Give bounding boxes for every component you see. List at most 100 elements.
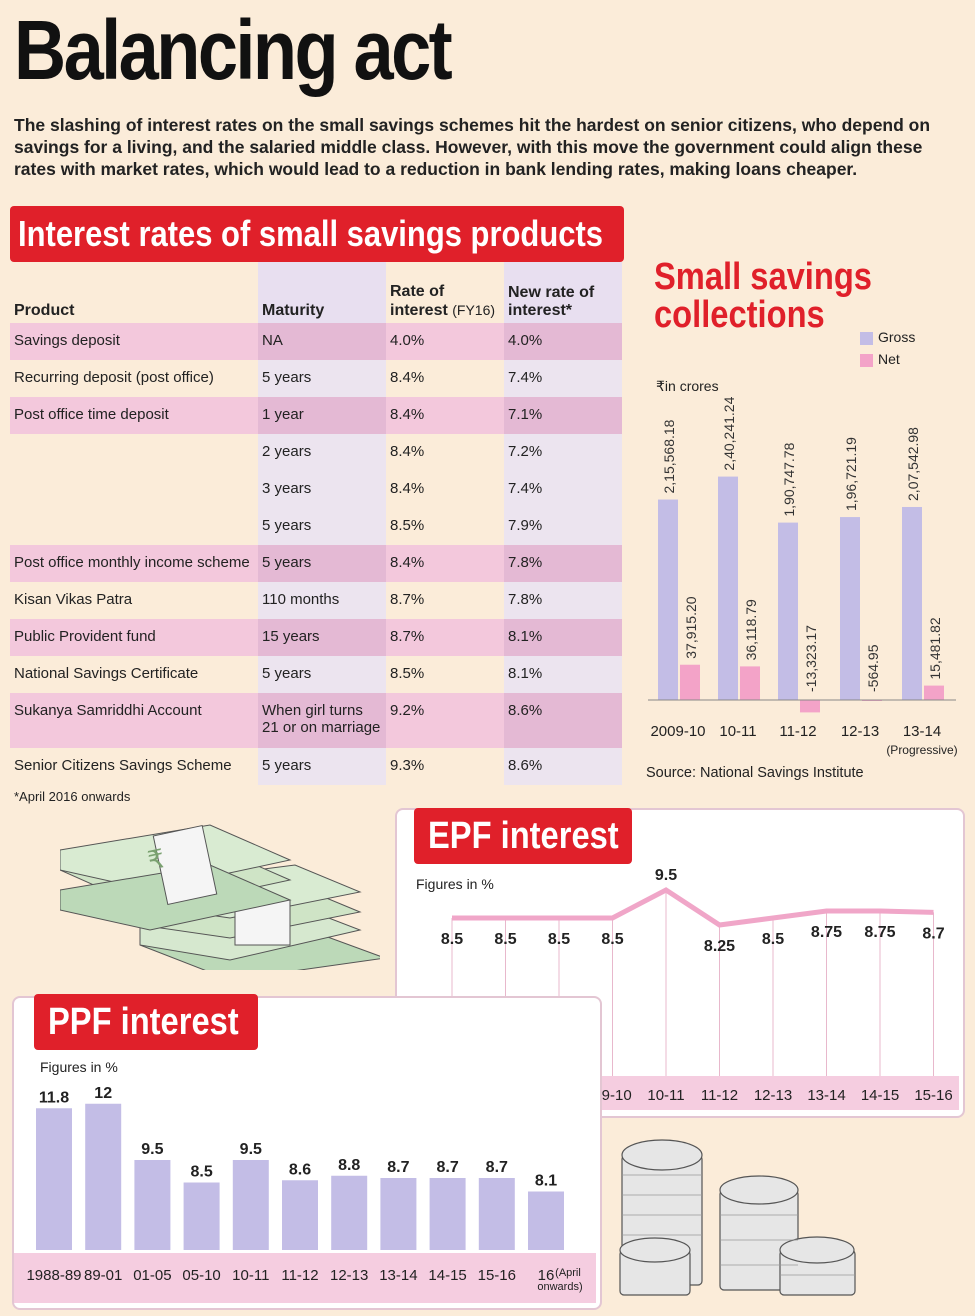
- table-row: Post office monthly income scheme 5 years…: [10, 545, 622, 582]
- net-bar: [800, 700, 820, 713]
- net-value-label: -564.95: [865, 644, 881, 692]
- ppf-value-label: 9.5: [141, 1141, 163, 1158]
- category-label: 2009-10: [650, 723, 705, 740]
- gross-value-label: 2,40,241.24: [721, 396, 737, 470]
- table-row: Public Provident fund 15 years 8.7% 8.1%: [10, 619, 622, 656]
- ppf-bar: [380, 1178, 417, 1250]
- page-title: Balancing act: [14, 3, 453, 97]
- rates-table: Product Maturity Rate of interest (FY16)…: [10, 262, 622, 785]
- table-row: Senior Citizens Savings Scheme 5 years 9.3…: [10, 748, 622, 785]
- ppf-axis-band: [14, 1253, 596, 1303]
- net-value-label: -13,323.17: [803, 625, 819, 692]
- cell-new-rate: 8.6%: [504, 748, 622, 785]
- cell-product: [10, 508, 258, 545]
- gross-bar: [902, 506, 922, 700]
- epf-category-label: 12-13: [754, 1087, 792, 1104]
- cell-maturity: 5 years: [258, 545, 386, 582]
- cell-old-rate: 8.7%: [386, 619, 504, 656]
- gross-bar: [658, 499, 678, 700]
- gross-bar: [840, 517, 860, 700]
- ppf-category-label: 01-05: [133, 1267, 171, 1284]
- ppf-category-note: (April: [555, 1267, 581, 1279]
- gross-value-label: 1,90,747.78: [781, 442, 797, 516]
- ppf-value-label: 8.7: [486, 1159, 508, 1176]
- table-row: Recurring deposit (post office) 5 years 8.…: [10, 360, 622, 397]
- ppf-category-label: 89-01: [84, 1267, 122, 1284]
- cell-new-rate: 7.4%: [504, 471, 622, 508]
- ppf-category-label: 16: [538, 1267, 555, 1284]
- cell-new-rate: 7.4%: [504, 360, 622, 397]
- cell-product: Public Provident fund: [10, 619, 258, 656]
- ppf-bar: [528, 1191, 564, 1250]
- category-note: (Progressive): [886, 743, 957, 757]
- ppf-value-label: 8.6: [289, 1161, 311, 1178]
- epf-title: EPF interest: [414, 808, 632, 864]
- epf-value-label: 8.7: [922, 925, 944, 942]
- net-bar: [924, 685, 944, 700]
- cell-maturity: NA: [258, 323, 386, 360]
- cell-maturity: When girl turns 21 or on marriage: [258, 693, 386, 748]
- cell-old-rate: 4.0%: [386, 323, 504, 360]
- ppf-bar: [478, 1178, 515, 1250]
- table-row: National Savings Certificate 5 years 8.5% 8…: [10, 656, 622, 693]
- ppf-bar: [331, 1175, 368, 1250]
- cell-old-rate: 8.4%: [386, 397, 504, 434]
- category-label: 10-11: [719, 723, 756, 740]
- cell-new-rate: 7.1%: [504, 397, 622, 434]
- cell-new-rate: 4.0%: [504, 323, 622, 360]
- cell-old-rate: 8.4%: [386, 545, 504, 582]
- cell-product: Sukanya Samriddhi Account: [10, 693, 258, 748]
- cell-product: Kisan Vikas Patra: [10, 582, 258, 619]
- table-row: Post office time deposit 1 year 8.4% 7.1%: [10, 397, 622, 434]
- net-bar: [680, 664, 700, 700]
- category-label: 13-14: [903, 723, 941, 740]
- cell-product: Recurring deposit (post office): [10, 360, 258, 397]
- ppf-bar: [232, 1160, 269, 1250]
- cell-old-rate: 9.2%: [386, 693, 504, 748]
- cell-new-rate: 8.1%: [504, 619, 622, 656]
- epf-category-label: 13-14: [807, 1087, 845, 1104]
- cell-new-rate: 7.9%: [504, 508, 622, 545]
- epf-value-label: 9.5: [655, 867, 677, 884]
- gross-value-label: 2,15,568.18: [661, 419, 677, 493]
- legend-gross-label: Gross: [878, 329, 916, 345]
- gross-bar: [778, 522, 798, 700]
- epf-category-label: 10-11: [647, 1087, 684, 1104]
- epf-value-label: 8.5: [762, 931, 784, 948]
- epf-category-label: 14-15: [861, 1087, 899, 1104]
- cell-maturity: 110 months: [258, 582, 386, 619]
- ppf-value-label: 9.5: [240, 1141, 262, 1158]
- cell-old-rate: 8.4%: [386, 360, 504, 397]
- category-label: 11-12: [779, 723, 816, 740]
- net-bar: [740, 666, 760, 700]
- epf-value-label: 8.75: [864, 924, 895, 941]
- col-maturity: Maturity: [258, 262, 386, 323]
- rates-table-title: Interest rates of small savings products: [10, 206, 624, 262]
- legend-net-swatch: [860, 354, 873, 367]
- cell-maturity: 5 years: [258, 508, 386, 545]
- ppf-bar: [282, 1180, 318, 1250]
- ppf-value-label: 11.8: [39, 1089, 69, 1106]
- cell-maturity: 15 years: [258, 619, 386, 656]
- ppf-chart: 11.8 1988-89 12 89-01 9.5 01-05 8.5 05-10 9.5 10-…: [14, 1085, 596, 1303]
- cell-product: [10, 471, 258, 508]
- svg-text:₹: ₹: [145, 843, 167, 876]
- cell-old-rate: 9.3%: [386, 748, 504, 785]
- table-row: Kisan Vikas Patra 110 months 8.7% 7.8%: [10, 582, 622, 619]
- epf-value-label: 8.5: [441, 931, 463, 948]
- epf-category-label: 15-16: [914, 1087, 952, 1104]
- ppf-value-label: 8.5: [190, 1164, 212, 1181]
- ppf-category-label: 10-11: [232, 1267, 269, 1284]
- gross-bar: [718, 476, 738, 700]
- cell-maturity: 5 years: [258, 748, 386, 785]
- cell-old-rate: 8.5%: [386, 508, 504, 545]
- cell-product: Post office time deposit: [10, 397, 258, 434]
- cell-maturity: 5 years: [258, 656, 386, 693]
- ppf-category-note-2: onwards): [537, 1281, 582, 1293]
- cell-new-rate: 8.1%: [504, 656, 622, 693]
- cell-maturity: 3 years: [258, 471, 386, 508]
- ppf-value-label: 8.7: [436, 1159, 458, 1176]
- ppf-bar: [85, 1103, 122, 1250]
- cell-maturity: 5 years: [258, 360, 386, 397]
- small-savings-unit: ₹in crores: [656, 378, 719, 394]
